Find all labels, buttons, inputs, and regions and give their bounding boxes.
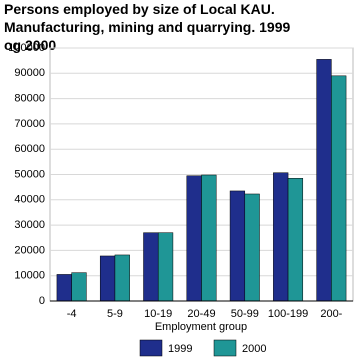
bar (143, 232, 159, 302)
x-tick-label: 20-49 (187, 308, 215, 320)
legend-swatch (213, 339, 237, 357)
bar (114, 254, 130, 302)
bar (186, 175, 202, 302)
legend-label: 1999 (168, 343, 192, 355)
y-tick-label: 80000 (14, 93, 45, 105)
x-tick-label: 100-199 (268, 308, 308, 320)
y-tick-label: 60000 (14, 143, 45, 155)
bar (71, 272, 87, 302)
chart-title: Persons employed by size of Local KAU. M… (4, 1, 291, 53)
y-tick-label: 50000 (14, 168, 45, 180)
bar (56, 274, 72, 302)
y-tick-label: 20000 (14, 244, 45, 256)
y-tick-label: 40000 (14, 194, 45, 206)
bar (229, 190, 246, 302)
bar (201, 174, 217, 302)
x-tick-label: -4 (67, 308, 77, 320)
legend-swatch (139, 339, 163, 357)
x-tick-label: 50-99 (231, 308, 259, 320)
bar (273, 172, 289, 302)
bar (99, 255, 116, 302)
x-tick-label: 5-9 (107, 308, 123, 320)
x-tick-label: 10-19 (144, 308, 172, 320)
bar (244, 193, 260, 302)
y-tick-label: 70000 (14, 118, 45, 130)
y-tick-label: 0 (39, 295, 45, 307)
y-tick-label: 90000 (14, 67, 45, 79)
x-tick-label: 200- (320, 308, 342, 320)
x-axis-title: Employment group (155, 321, 247, 333)
y-tick-label: 10000 (14, 270, 45, 282)
y-tick-label: 100000 (8, 42, 45, 54)
bar (157, 232, 174, 302)
legend-label: 2000 (242, 343, 266, 355)
bar (316, 59, 332, 302)
bar (331, 75, 347, 302)
y-tick-label: 30000 (14, 219, 45, 231)
bar (287, 178, 304, 302)
